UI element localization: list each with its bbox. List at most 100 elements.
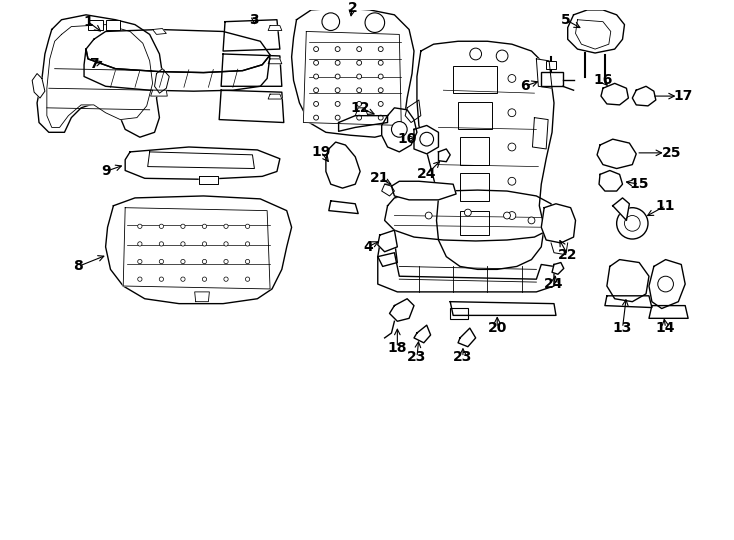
Bar: [546, 61, 556, 69]
Text: 24: 24: [544, 277, 564, 291]
Circle shape: [203, 277, 207, 281]
Circle shape: [181, 224, 185, 228]
Polygon shape: [532, 118, 548, 149]
Circle shape: [203, 242, 207, 246]
Text: 12: 12: [350, 101, 370, 115]
Polygon shape: [329, 201, 358, 213]
Circle shape: [378, 74, 383, 79]
Polygon shape: [417, 41, 554, 269]
Circle shape: [181, 259, 185, 264]
Bar: [460, 173, 490, 201]
Text: 23: 23: [454, 350, 473, 365]
Circle shape: [159, 242, 164, 246]
Circle shape: [335, 60, 340, 65]
Circle shape: [658, 276, 673, 292]
Text: 13: 13: [613, 321, 632, 335]
Circle shape: [357, 115, 362, 120]
Polygon shape: [123, 208, 270, 289]
Polygon shape: [268, 59, 282, 64]
Bar: [458, 102, 493, 130]
Polygon shape: [597, 139, 636, 168]
Text: 10: 10: [397, 132, 417, 146]
Circle shape: [470, 48, 482, 60]
Text: 14: 14: [656, 321, 675, 335]
Polygon shape: [541, 204, 575, 243]
Circle shape: [508, 177, 516, 185]
Text: 5: 5: [561, 13, 570, 26]
Text: 19: 19: [311, 145, 331, 159]
Circle shape: [335, 115, 340, 120]
Text: 22: 22: [558, 248, 578, 262]
Circle shape: [322, 13, 340, 30]
Circle shape: [378, 115, 383, 120]
Polygon shape: [32, 73, 45, 98]
Polygon shape: [567, 10, 625, 53]
Polygon shape: [84, 49, 270, 91]
Circle shape: [357, 60, 362, 65]
Circle shape: [357, 46, 362, 51]
Bar: [460, 211, 490, 235]
Polygon shape: [575, 20, 611, 49]
Polygon shape: [607, 260, 649, 302]
Polygon shape: [605, 296, 652, 308]
Polygon shape: [195, 292, 209, 302]
Polygon shape: [649, 260, 685, 308]
Polygon shape: [326, 142, 360, 188]
Circle shape: [357, 88, 362, 93]
Text: 15: 15: [630, 177, 649, 191]
Circle shape: [617, 208, 648, 239]
Text: 25: 25: [662, 146, 681, 160]
Circle shape: [496, 50, 508, 62]
Polygon shape: [552, 262, 564, 274]
Polygon shape: [268, 25, 282, 30]
Circle shape: [159, 224, 164, 228]
Circle shape: [159, 277, 164, 281]
Polygon shape: [458, 328, 476, 347]
Circle shape: [203, 259, 207, 264]
Polygon shape: [382, 184, 394, 196]
Text: 17: 17: [674, 89, 693, 103]
Bar: [88, 20, 103, 30]
Circle shape: [378, 46, 383, 51]
Polygon shape: [150, 90, 167, 96]
Text: 9: 9: [101, 165, 110, 179]
Polygon shape: [599, 171, 622, 191]
Text: 24: 24: [417, 167, 437, 181]
Polygon shape: [86, 30, 270, 72]
Text: 3: 3: [250, 13, 259, 26]
Circle shape: [224, 259, 228, 264]
Bar: [541, 72, 563, 86]
Circle shape: [224, 242, 228, 246]
Circle shape: [528, 217, 535, 224]
Text: 20: 20: [487, 321, 507, 335]
Polygon shape: [378, 253, 554, 292]
Polygon shape: [126, 147, 280, 179]
Polygon shape: [221, 54, 282, 86]
Circle shape: [138, 224, 142, 228]
Polygon shape: [405, 100, 421, 123]
Polygon shape: [153, 29, 167, 35]
Circle shape: [138, 259, 142, 264]
Circle shape: [245, 242, 250, 246]
Polygon shape: [632, 86, 655, 106]
Circle shape: [378, 102, 383, 106]
Text: 18: 18: [388, 341, 407, 355]
Circle shape: [181, 277, 185, 281]
Bar: [453, 66, 497, 93]
Circle shape: [159, 259, 164, 264]
Bar: [460, 137, 490, 165]
Text: 4: 4: [363, 240, 373, 254]
Polygon shape: [649, 306, 688, 318]
Circle shape: [245, 224, 250, 228]
Circle shape: [465, 209, 471, 216]
Polygon shape: [414, 325, 431, 343]
Circle shape: [181, 242, 185, 246]
Text: 11: 11: [656, 199, 675, 213]
Circle shape: [224, 277, 228, 281]
Text: 6: 6: [520, 79, 529, 93]
Bar: [106, 20, 120, 30]
Polygon shape: [47, 25, 153, 127]
Polygon shape: [378, 240, 397, 266]
Circle shape: [313, 60, 319, 65]
Polygon shape: [148, 152, 255, 168]
